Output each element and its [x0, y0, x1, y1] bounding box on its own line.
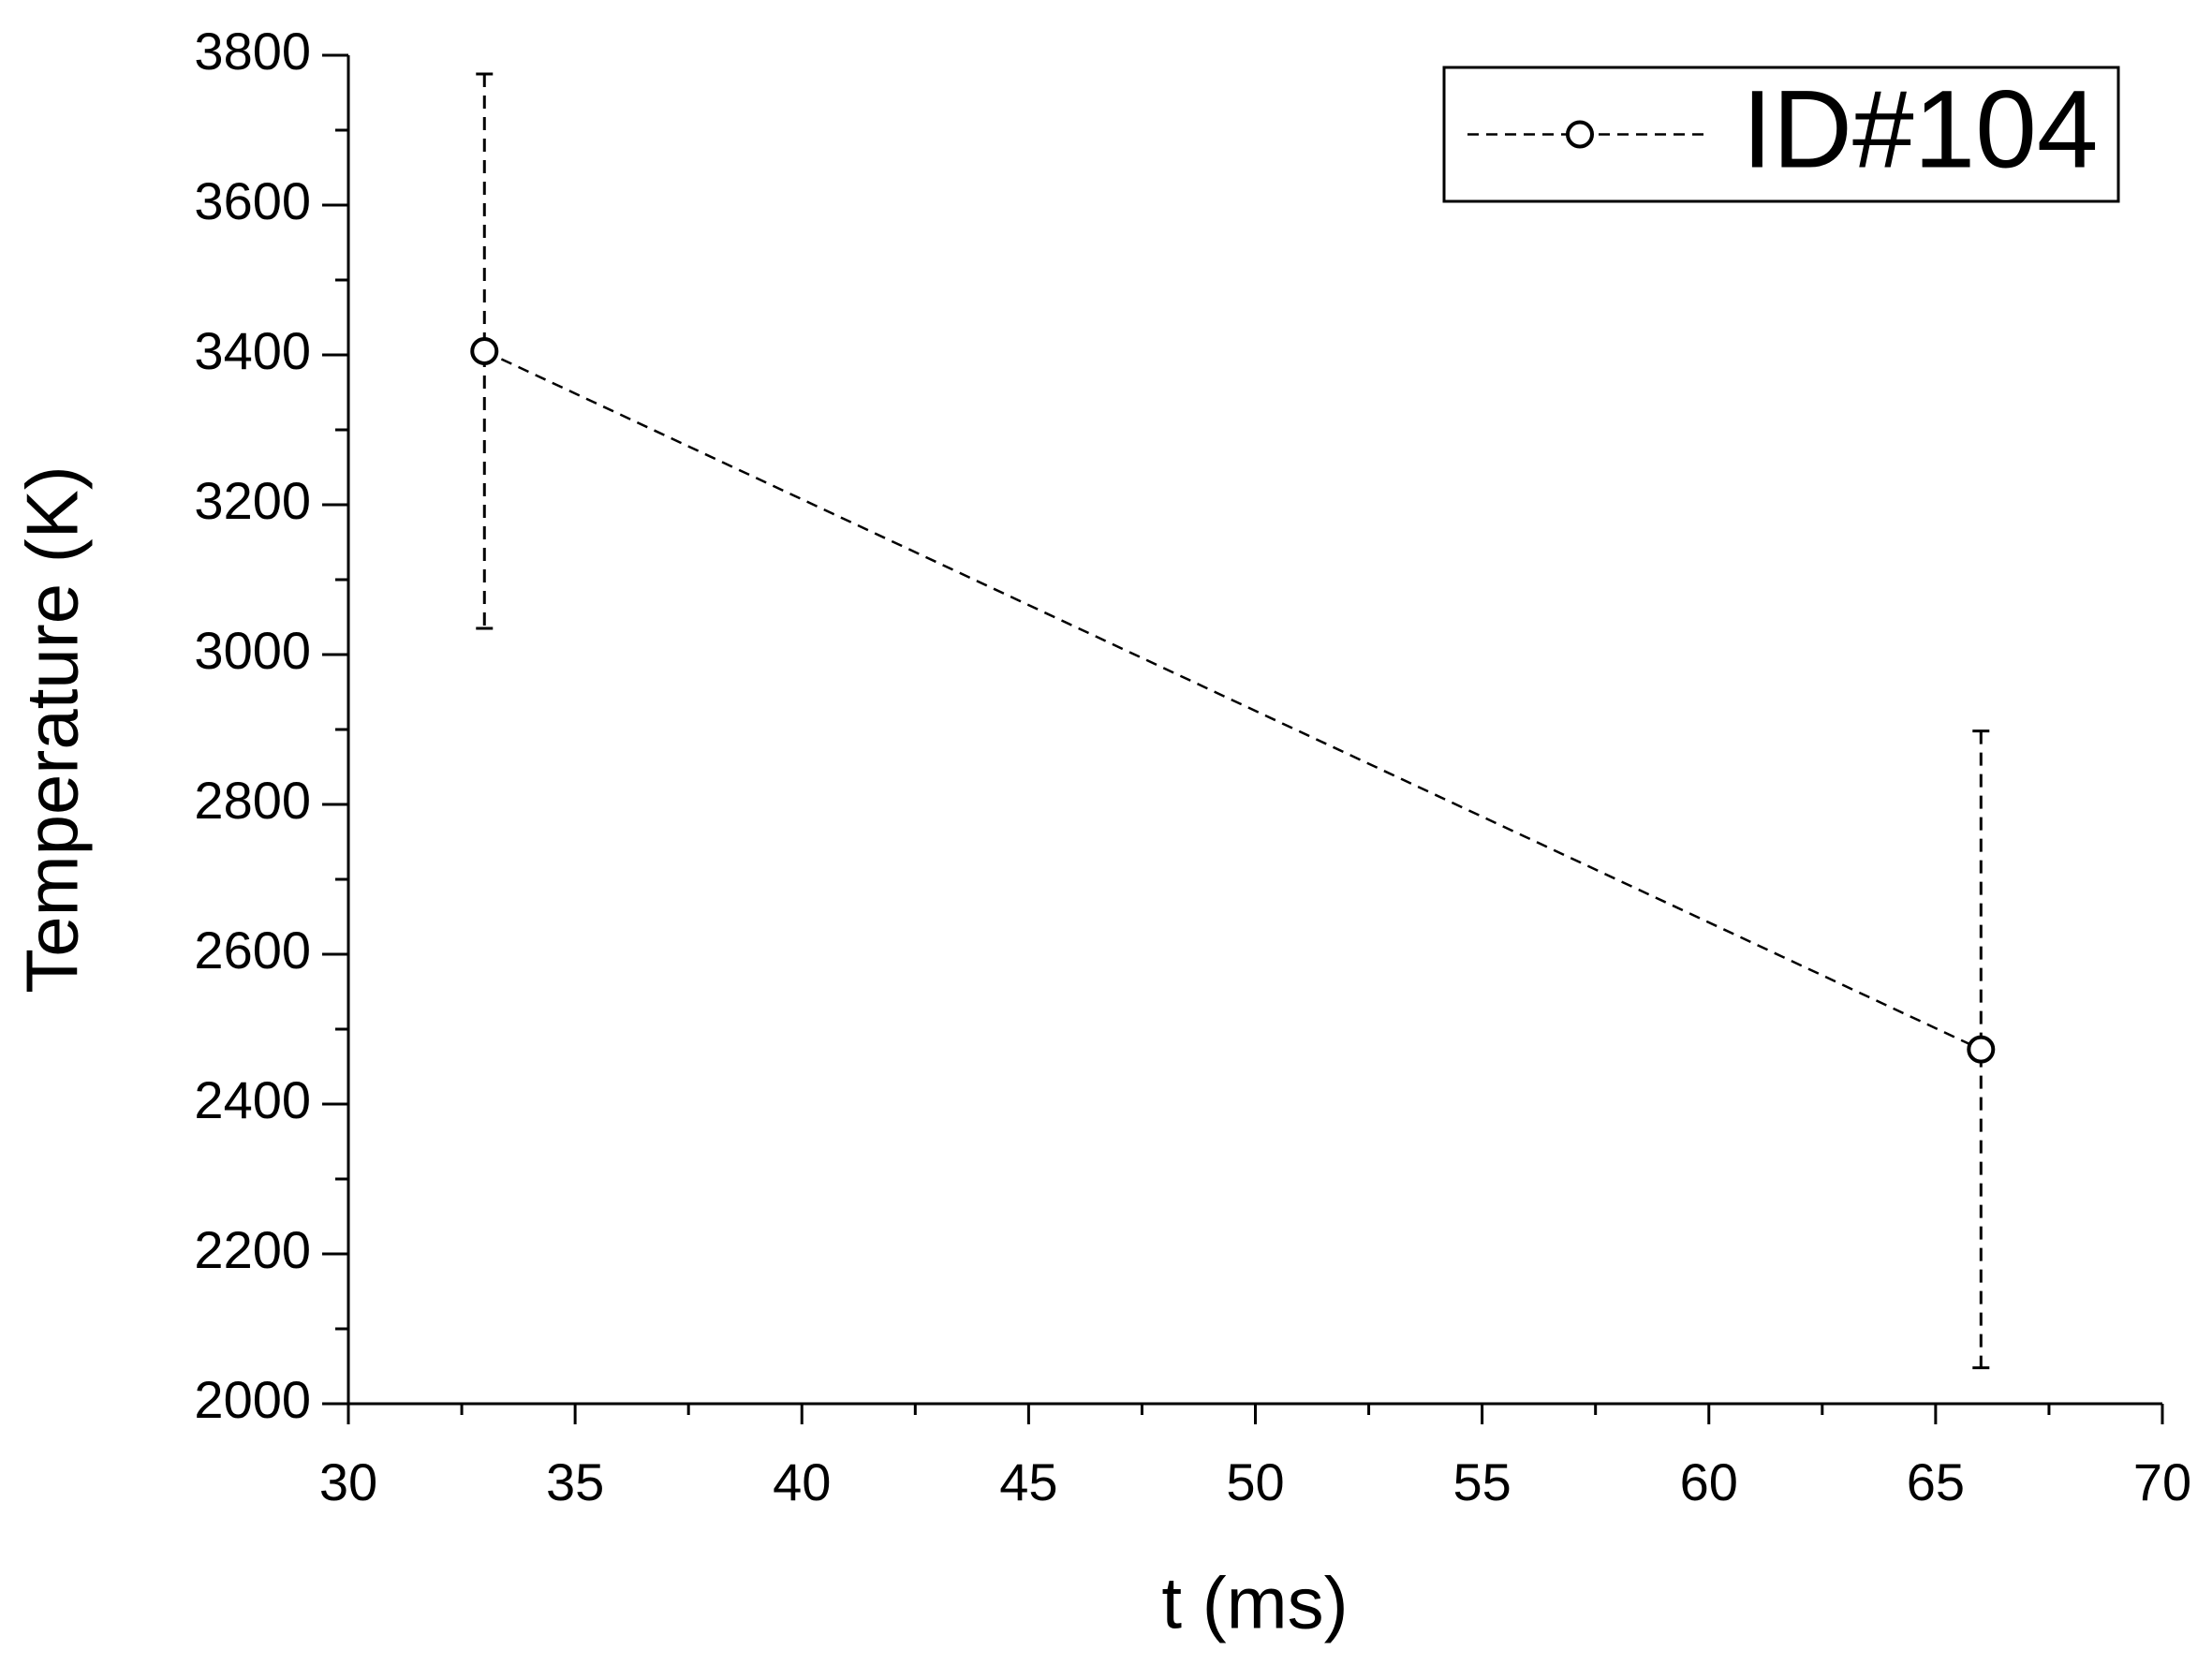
x-tick-label: 40 [773, 1452, 831, 1511]
x-tick-label: 50 [1226, 1452, 1284, 1511]
y-tick-label: 2600 [194, 921, 311, 980]
y-axis-title: Temperature (K) [11, 465, 94, 994]
marker [1967, 1035, 1996, 1064]
x-tick-label: 70 [2133, 1452, 2191, 1511]
x-axis-title: t (ms) [1161, 1562, 1348, 1644]
y-tick-label: 3600 [194, 171, 311, 230]
y-tick-label: 3800 [194, 22, 311, 81]
marker [470, 337, 499, 365]
x-tick-label: 35 [546, 1452, 604, 1511]
legend-box [1442, 66, 2120, 203]
x-tick-label: 60 [1680, 1452, 1738, 1511]
y-tick-label: 2000 [194, 1370, 311, 1429]
legend-marker [1566, 120, 1594, 149]
y-tick-label: 3200 [194, 471, 311, 530]
x-tick-label: 65 [1907, 1452, 1965, 1511]
legend-label: ID#104 [1742, 68, 2099, 192]
x-tick-label: 55 [1453, 1452, 1511, 1511]
y-tick-label: 2800 [194, 771, 311, 830]
y-tick-label: 3000 [194, 621, 311, 680]
y-tick-label: 2400 [194, 1070, 311, 1129]
y-tick-label: 3400 [194, 321, 311, 380]
series-line [483, 349, 1982, 1051]
x-tick-label: 45 [999, 1452, 1057, 1511]
y-tick-label: 2200 [194, 1220, 311, 1279]
error-bar [476, 72, 494, 630]
error-bar [1972, 729, 1990, 1370]
x-tick-label: 30 [319, 1452, 377, 1511]
